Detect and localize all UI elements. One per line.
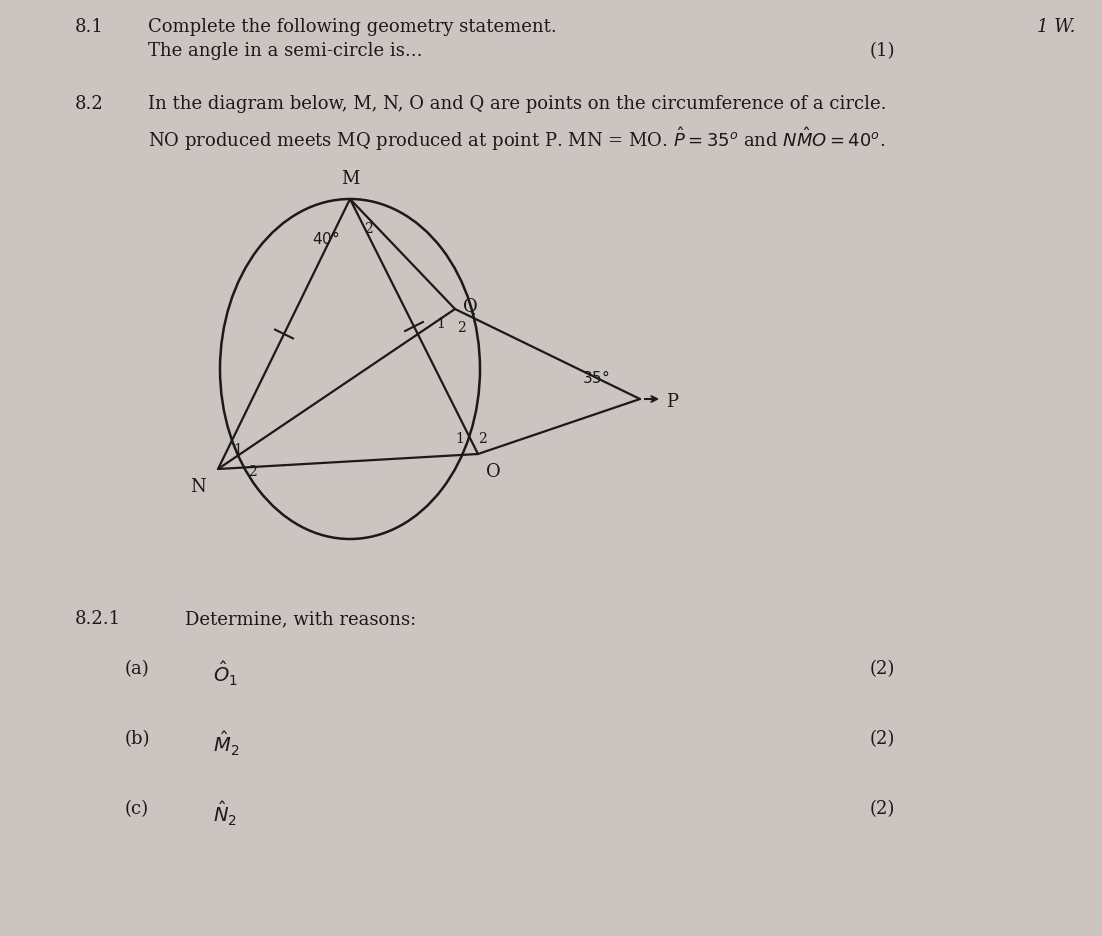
Text: $40°$: $40°$: [312, 229, 339, 247]
Text: 8.1: 8.1: [75, 18, 104, 36]
Text: (b): (b): [125, 729, 151, 747]
Text: 1: 1: [455, 431, 464, 446]
Text: The angle in a semi-circle is...: The angle in a semi-circle is...: [148, 42, 422, 60]
Text: 8.2.1: 8.2.1: [75, 609, 121, 627]
Text: $\hat{N}_2$: $\hat{N}_2$: [213, 799, 237, 827]
Text: (2): (2): [869, 799, 895, 817]
Text: 8.2: 8.2: [75, 95, 104, 113]
Text: Complete the following geometry statement.: Complete the following geometry statemen…: [148, 18, 557, 36]
Text: (c): (c): [125, 799, 149, 817]
Text: 1: 1: [436, 316, 445, 330]
Text: $\hat{M}_2$: $\hat{M}_2$: [213, 729, 239, 757]
Text: In the diagram below, M, N, O and Q are points on the circumference of a circle.: In the diagram below, M, N, O and Q are …: [148, 95, 886, 113]
Text: (a): (a): [125, 659, 150, 678]
Text: Determine, with reasons:: Determine, with reasons:: [185, 609, 417, 627]
Text: 2: 2: [364, 222, 372, 236]
Text: (2): (2): [869, 659, 895, 678]
Text: Q: Q: [463, 297, 478, 314]
Text: N: N: [191, 477, 206, 495]
Text: NO produced meets MQ produced at point P. MN = MO. $\hat{P}=35^{o}$ and $N\hat{M: NO produced meets MQ produced at point P…: [148, 124, 885, 153]
Text: (1): (1): [869, 42, 896, 60]
Text: O: O: [486, 462, 500, 480]
Text: P: P: [666, 392, 678, 411]
Text: 2: 2: [456, 321, 465, 335]
Text: (2): (2): [869, 729, 895, 747]
Text: 2: 2: [248, 464, 257, 478]
Text: 2: 2: [477, 431, 486, 446]
Text: $\hat{O}_1$: $\hat{O}_1$: [213, 659, 238, 688]
Text: $35°$: $35°$: [582, 369, 609, 386]
Text: M: M: [341, 169, 359, 188]
Text: 1: 1: [234, 443, 242, 457]
Text: 1 W.: 1 W.: [1037, 18, 1074, 36]
